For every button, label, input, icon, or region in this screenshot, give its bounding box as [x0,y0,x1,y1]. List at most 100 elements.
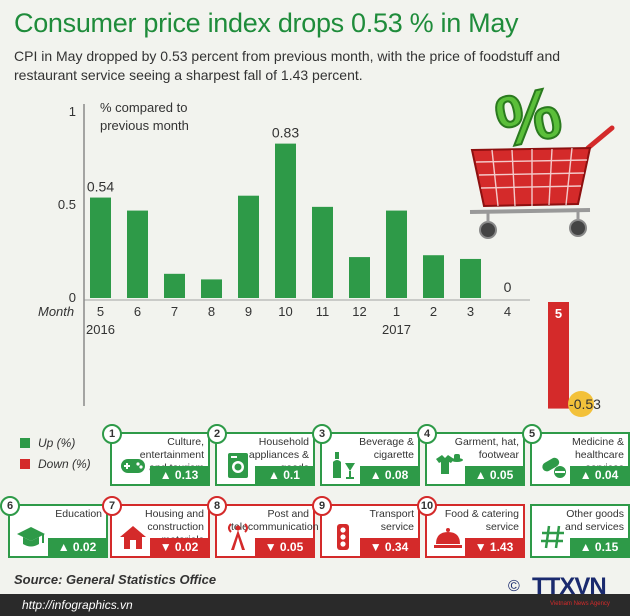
cart-frame [469,208,591,214]
category-label: Food & catering service [444,508,519,533]
copyright-symbol: © [508,578,520,595]
y-axis-label-line1: % compared to [100,100,187,115]
category-card: 8 Post and telecommunication ▼ 0.05 [207,496,319,558]
y-tick-label: 0 [69,290,76,305]
legend-up-swatch [20,438,30,448]
category-number: 3 [312,424,332,444]
bar-0 [90,197,111,298]
month-label: 3 [467,304,474,319]
category-value: ▲ 0.13 [150,466,208,484]
cart-handle [585,125,615,151]
legend-down: Down (%) [20,457,91,471]
category-card: 3 Beverage & cigarette ▲ 0.08 [312,424,420,486]
category-number: 10 [417,496,437,516]
category-value: ▼ 0.34 [360,538,418,556]
category-number: 2 [207,424,227,444]
page-title: Consumer price index drops 0.53 % in May [14,8,519,38]
source-note: Source: General Statistics Office [14,572,217,587]
pills-icon [542,457,566,478]
data-label: 0 [504,279,512,295]
year-label: 2016 [86,322,115,337]
hash-icon [541,525,564,549]
legend-down-swatch [20,459,30,469]
traffic-light-icon [337,524,349,550]
category-number: 9 [312,496,332,516]
bar-2 [164,273,185,298]
bar-7 [349,257,370,298]
data-label: 0.83 [272,125,299,141]
washing-machine-icon [228,453,248,478]
month-label: 1 [393,304,400,319]
x-axis-label: Month [38,304,74,319]
category-value: ▲ 0.08 [360,466,418,484]
bar-3 [201,279,222,298]
logo-brand: TTXVN [532,573,607,600]
legend-up: Up (%) [20,436,75,450]
category-value: ▲ 0.15 [570,538,628,556]
data-label: -0.53 [569,396,601,412]
category-card: 4 Garment, hat, footwear ▲ 0.05 [417,424,525,486]
y-tick-label: 1 [69,104,76,119]
data-label-highlight [568,391,594,417]
month-label: 11 [316,304,330,319]
house-icon [120,526,146,549]
graduation-cap-icon [17,527,45,547]
category-value: ▲ 0.04 [570,466,628,484]
category-card: Other goods and services ▲ 0.15 [530,504,630,558]
month-label-bg [548,302,569,326]
category-number: 7 [102,496,122,516]
category-number: 8 [207,496,227,516]
footer-url[interactable]: http://infographics.vn [22,598,133,612]
data-label: 0.54 [87,179,114,195]
month-label: 2 [430,304,437,319]
category-number: 4 [417,424,437,444]
category-label: Education [55,508,102,520]
category-value: ▲ 0.02 [48,538,106,556]
bar-8 [386,210,407,298]
logo-agency: Vietnam News Agency [550,601,610,607]
month-label: 9 [245,304,252,319]
category-number: 1 [102,424,122,444]
bar-9 [423,255,444,298]
category-label: Garment, hat, footwear [454,436,519,461]
category-label: Transport service [369,508,414,533]
cart-wheel-right [569,219,587,237]
y-axis-label-line2: previous month [100,118,189,133]
month-label: 5 [97,304,104,319]
gamepad-icon [121,459,145,473]
category-card: 9 Transport service ▼ 0.34 [312,496,420,558]
year-label: 2017 [382,322,411,337]
ttxvn-logo: © TTXVN Vietnam News Agency [508,570,626,614]
month-label: 7 [171,304,178,319]
category-label: Post and telecommunication [231,508,319,533]
bar-1 [127,210,148,298]
footer-bar: http://infographics.vn [0,594,630,616]
shopping-cart-illustration [469,125,615,239]
category-value: ▲ 0.1 [255,466,313,484]
y-tick-label: 0.5 [58,197,76,212]
month-label: 6 [134,304,141,319]
tshirt-hat-icon [436,454,463,474]
category-number: 6 [0,496,20,516]
cart-basket [470,146,592,208]
category-value: ▼ 0.02 [150,538,208,556]
food-cloche-icon [434,528,462,548]
bar-10 [460,258,481,298]
category-label: Beverage & cigarette [359,436,414,461]
legend-up-label: Up (%) [38,436,76,450]
cart-wheel-left [479,221,497,239]
cpi-bar-chart: 1 0.5 0 % compared to previous month 5 0.54 6 7 8… [38,71,615,417]
month-label: 4 [504,304,511,319]
month-label: 5 [555,306,562,321]
category-value: ▼ 1.43 [465,538,523,556]
category-value: ▲ 0.05 [465,466,523,484]
category-value: ▼ 0.05 [255,538,313,556]
page-subtitle: CPI in May dropped by 0.53 percent from … [14,48,561,83]
bar-12 [548,302,569,409]
legend-down-label: Down (%) [38,457,91,471]
bar-6 [312,206,333,298]
